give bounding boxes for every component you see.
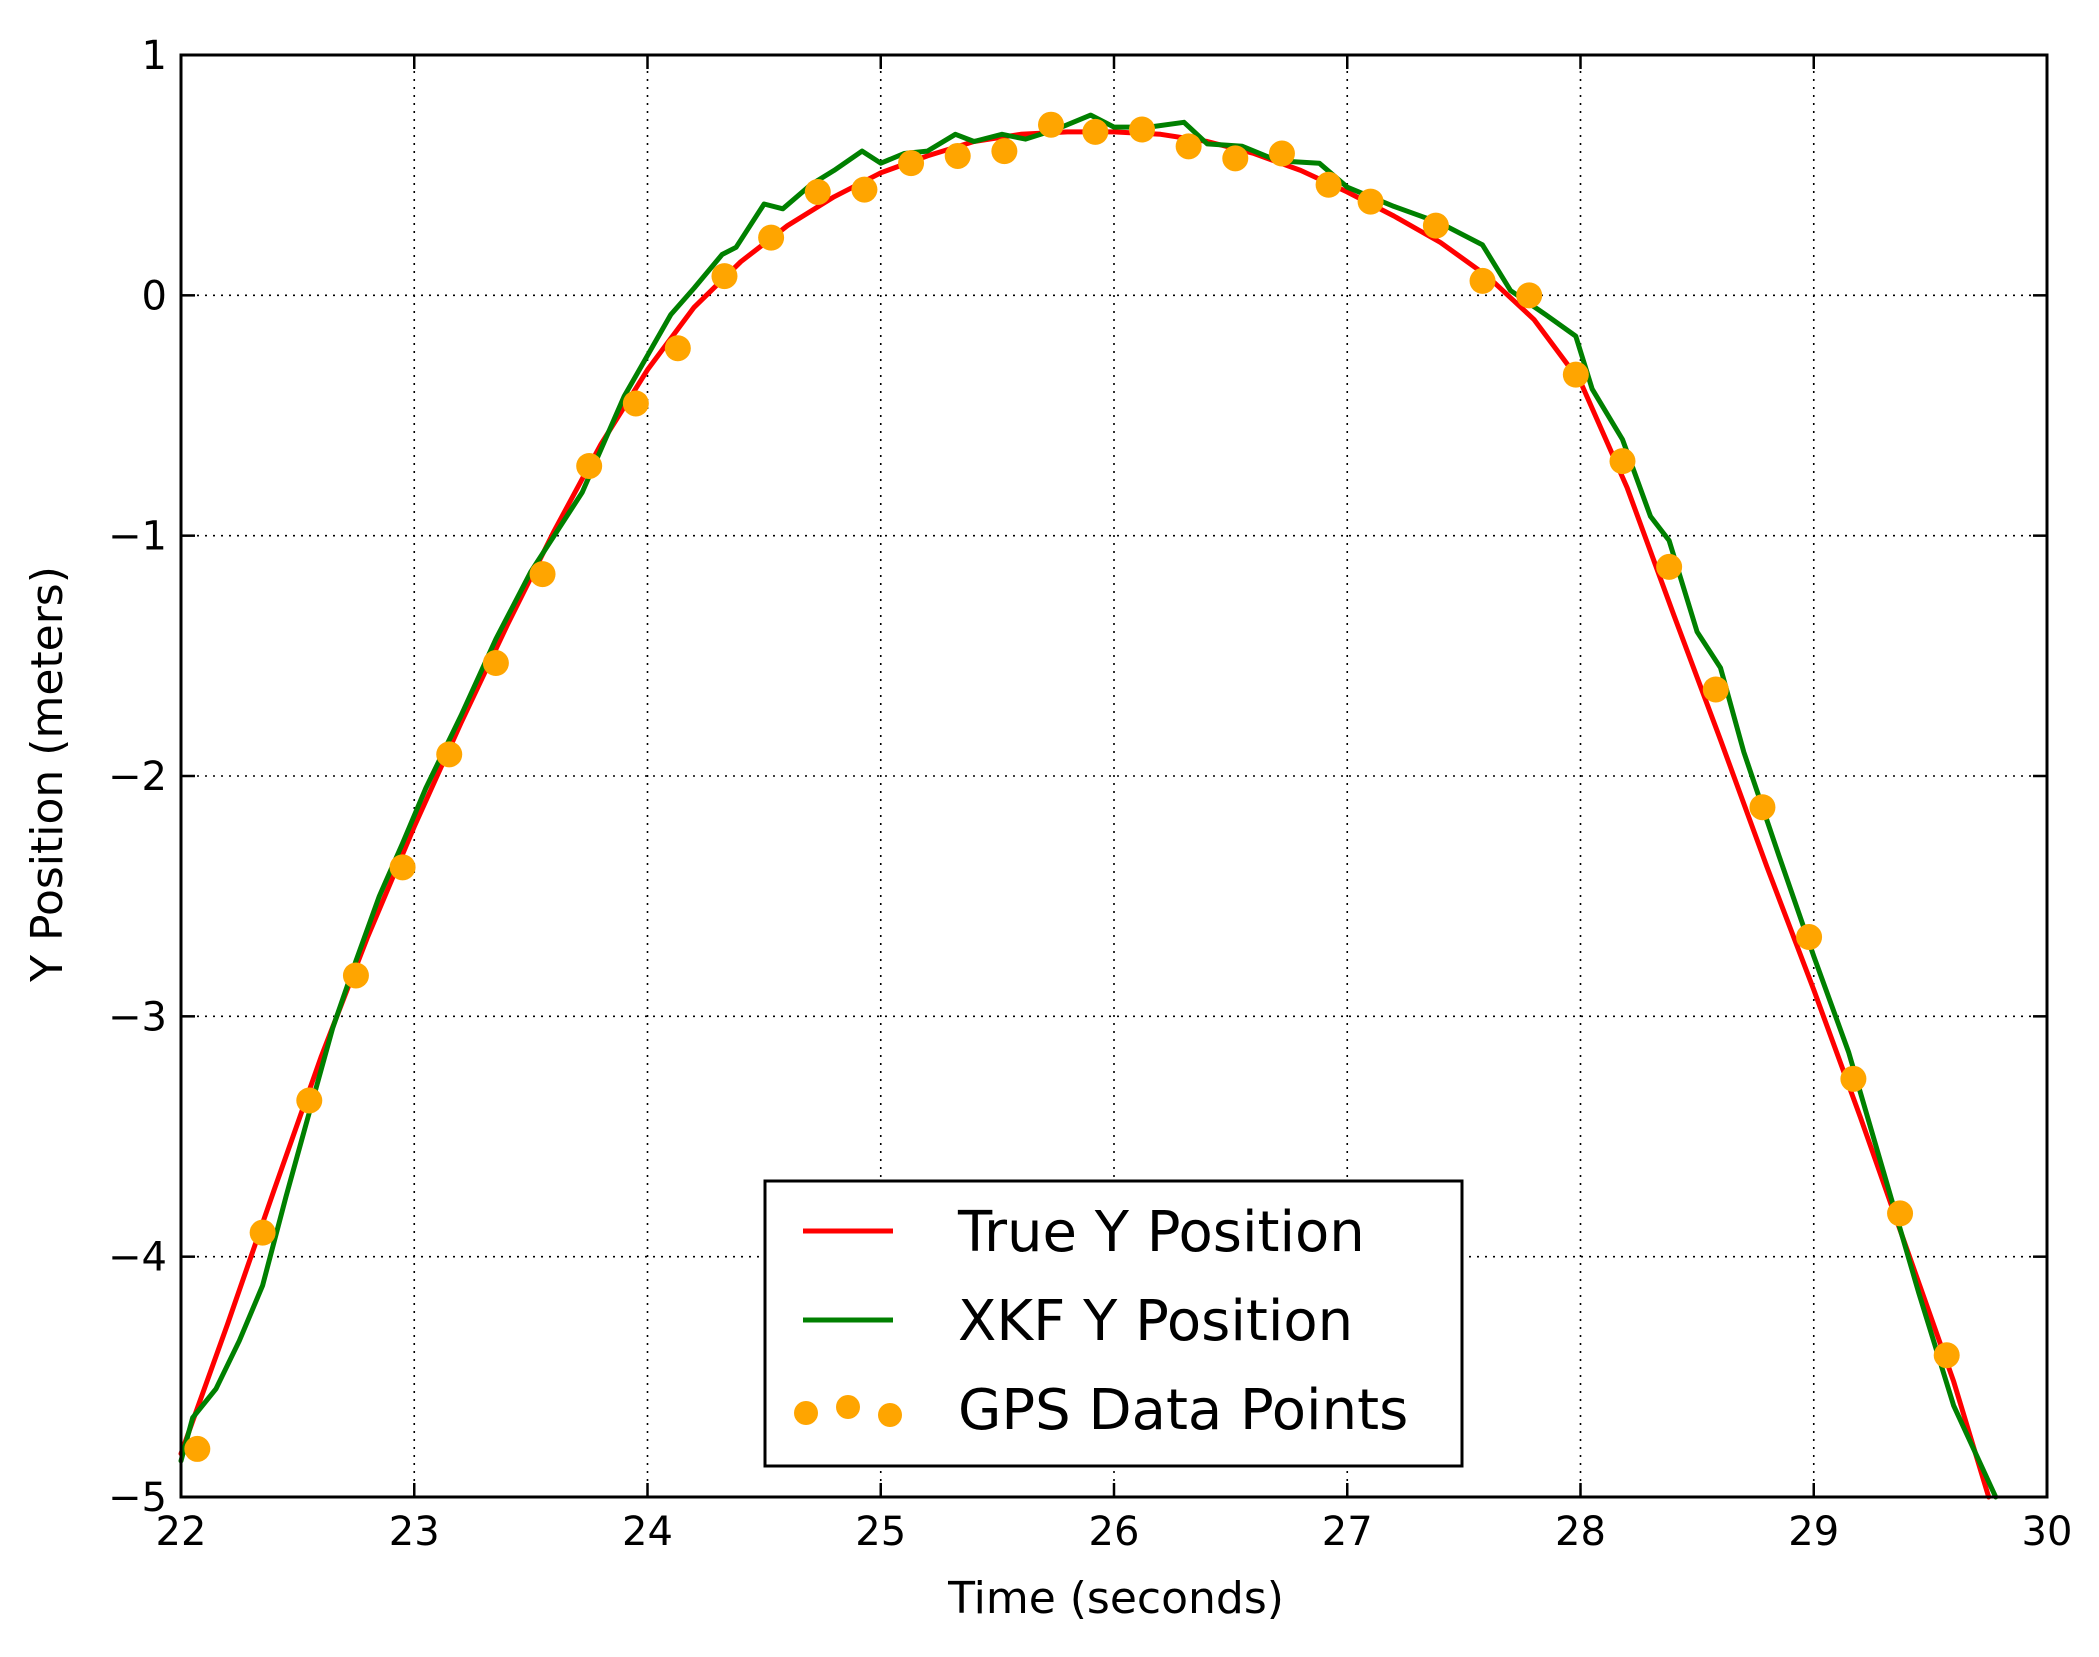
gps-data-point (1128, 116, 1155, 143)
gps-data-point (1887, 1200, 1914, 1227)
x-tick-label: 26 (1089, 1509, 1140, 1555)
x-tick-label: 30 (2022, 1509, 2073, 1555)
legend-entry: XKF Y Position (803, 1289, 1353, 1354)
y-tick-label: −5 (108, 1475, 167, 1521)
x-tick-label: 25 (855, 1509, 906, 1555)
legend: True Y Position XKF Y Position GPS Data Po… (763, 1179, 1464, 1468)
series-gps-data-points (184, 111, 1960, 1462)
gps-data-point (1082, 118, 1109, 145)
x-tick-label: 27 (1322, 1509, 1373, 1555)
gps-data-point (436, 741, 463, 768)
y-tick-label: 1 (142, 33, 167, 79)
x-tick-label: 29 (1788, 1509, 1839, 1555)
gps-data-point (1315, 171, 1342, 198)
legend-marker-swatch (836, 1395, 860, 1419)
gps-data-point (991, 138, 1018, 165)
y-tick-label: −3 (108, 994, 167, 1040)
gps-data-point (1038, 111, 1065, 138)
series-line (178, 112, 1999, 1500)
gps-data-point (1933, 1342, 1960, 1369)
y-tick-label: −4 (108, 1235, 167, 1281)
x-tick-label: 24 (622, 1509, 673, 1555)
legend-entry: GPS Data Points (794, 1378, 1408, 1443)
gps-data-point (249, 1219, 276, 1246)
legend-label: XKF Y Position (958, 1289, 1353, 1354)
gps-data-point (1562, 361, 1589, 388)
gps-data-point (1840, 1065, 1867, 1092)
gps-data-point (1749, 794, 1776, 821)
tick-labels: 22 23 24 25 26 27 28 29 30 1 0 −1 −2 −3 −4 −5 (108, 33, 2072, 1555)
legend-label: True Y Position (957, 1200, 1365, 1265)
gps-data-point (1469, 267, 1496, 294)
grid-lines (181, 55, 2047, 1497)
x-tick-label: 28 (1555, 1509, 1606, 1555)
gps-data-point (576, 452, 603, 479)
x-tick-label: 23 (389, 1509, 440, 1555)
x-axis-title: Time (seconds) (947, 1573, 1284, 1624)
legend-marker-swatch (794, 1401, 818, 1425)
gps-data-point (482, 650, 509, 677)
gps-data-point (184, 1435, 211, 1462)
legend-marker-swatch (878, 1403, 902, 1427)
gps-data-point (529, 561, 556, 588)
y-axis-title: Y Position (meters) (22, 566, 73, 983)
gps-data-point (898, 150, 925, 177)
series-xkf-y-position (178, 112, 1999, 1500)
gps-data-point (1268, 140, 1295, 167)
gps-data-point (1516, 282, 1543, 309)
y-tick-label: 0 (142, 273, 167, 319)
gps-data-point (1222, 145, 1249, 172)
plot-area (178, 111, 1999, 1500)
gps-data-point (804, 178, 831, 205)
legend-label: GPS Data Points (958, 1378, 1408, 1443)
y-tick-label: −1 (108, 514, 167, 560)
gps-data-point (1422, 212, 1449, 239)
gps-data-point (711, 263, 738, 290)
gps-data-point (1357, 188, 1384, 215)
gps-data-point (1609, 448, 1636, 475)
gps-data-point (622, 390, 649, 417)
gps-data-point (1796, 924, 1823, 951)
gps-data-point (664, 335, 691, 362)
gps-data-point (758, 224, 785, 251)
gps-data-point (1702, 676, 1729, 703)
y-tick-label: −2 (108, 754, 167, 800)
gps-data-point (342, 962, 369, 989)
axis-ticks (179, 53, 2049, 1499)
gps-data-point (296, 1087, 323, 1114)
gps-data-point (944, 142, 971, 169)
x-tick-label: 22 (156, 1509, 207, 1555)
gps-data-point (851, 176, 878, 203)
gps-data-point (1175, 133, 1202, 160)
legend-entry: True Y Position (803, 1200, 1365, 1265)
gps-data-point (389, 854, 416, 881)
gps-data-point (1656, 553, 1683, 580)
